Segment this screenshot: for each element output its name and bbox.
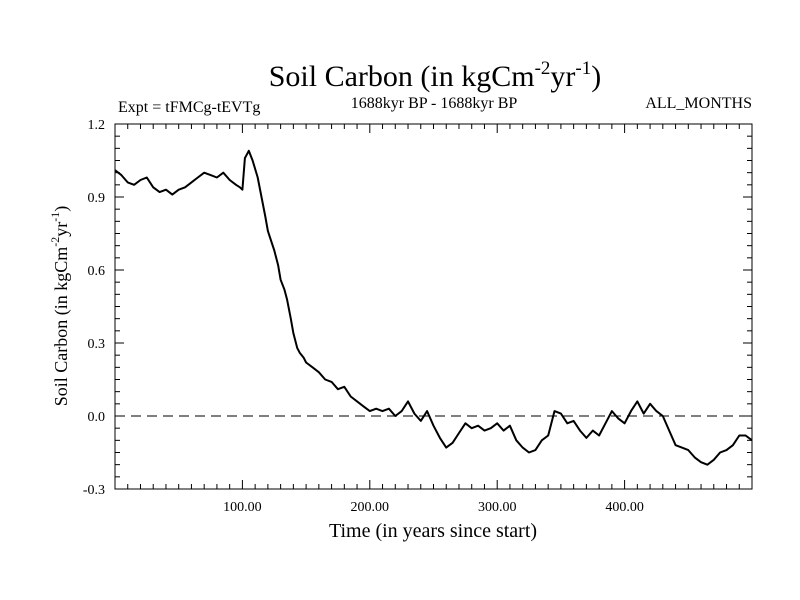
y-axis-label: Soil Carbon (in kgCm-2yr-1) <box>48 206 72 407</box>
y-tick-label: 0.0 <box>88 410 106 425</box>
x-tick-label: 100.00 <box>223 500 262 515</box>
plot-frame <box>114 123 753 490</box>
x-tick-label: 400.00 <box>605 500 644 515</box>
title-sup-1: -2 <box>535 58 551 79</box>
y-tick-label: 0.6 <box>88 264 106 279</box>
period-label: 1688kyr BP - 1688kyr BP <box>351 95 518 112</box>
x-tick-label: 200.00 <box>351 500 390 515</box>
experiment-label: Expt = tFMCg-tEVTg <box>118 99 260 116</box>
y-tick-label: -0.3 <box>83 483 105 498</box>
chart-title: Soil Carbon (in kgCm-2yr-1) <box>269 58 602 93</box>
ylabel-sup-1: -2 <box>48 237 62 247</box>
ylabel-sup-2: -1 <box>48 212 62 222</box>
y-tick-label: 0.9 <box>88 191 106 206</box>
title-sup-2: -1 <box>575 58 591 79</box>
soil-carbon-line <box>114 149 753 466</box>
months-label: ALL_MONTHS <box>645 95 752 112</box>
y-tick-label: 0.3 <box>88 337 106 352</box>
x-tick-label: 300.00 <box>478 500 517 515</box>
y-tick-label: 1.2 <box>88 118 106 133</box>
x-axis-label: Time (in years since start) <box>329 520 537 542</box>
axis-ticks: 100.00 200.00 300.00 400.00 -0.3 0.0 0.3 0.6 0.9… <box>83 118 752 515</box>
